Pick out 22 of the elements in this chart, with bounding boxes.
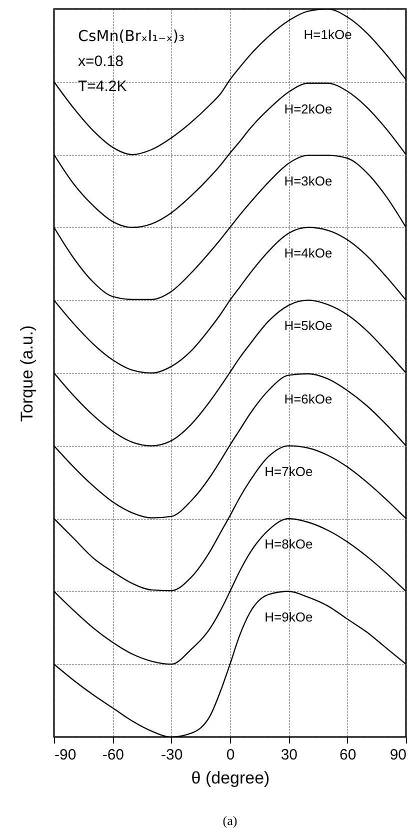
x-axis-title: θ (degree) [191, 768, 270, 788]
annotation: CsMn(BrₓI₁₋ₓ)₃ [78, 27, 185, 45]
text: (a) [222, 813, 238, 828]
series-label: H=6kOe [284, 392, 332, 407]
series-label: H=7kOe [264, 464, 313, 479]
series-label: H=5kOe [284, 318, 332, 334]
x-tick-label: 60 [339, 746, 356, 764]
series-label: H=9kOe [264, 609, 313, 624]
x-tick-label: -60 [102, 746, 124, 764]
series-label: H=4kOe [284, 245, 332, 260]
series-label: H=8kOe [264, 536, 313, 552]
x-tick-label: 30 [280, 746, 298, 764]
y-axis-title: Torque (a.u.) [18, 325, 36, 422]
annotation: T=4.2K [78, 78, 127, 95]
series-label: H=3kOe [284, 173, 332, 188]
series-label: H=1kOe [304, 27, 352, 42]
annotation: x=0.18 [78, 53, 124, 70]
x-tick-label: -90 [54, 746, 76, 764]
x-tick-label: 0 [226, 746, 235, 764]
x-tick-label: 90 [390, 746, 406, 764]
x-tick-label: -30 [160, 746, 183, 764]
series-label: H=2kOe [284, 101, 332, 116]
